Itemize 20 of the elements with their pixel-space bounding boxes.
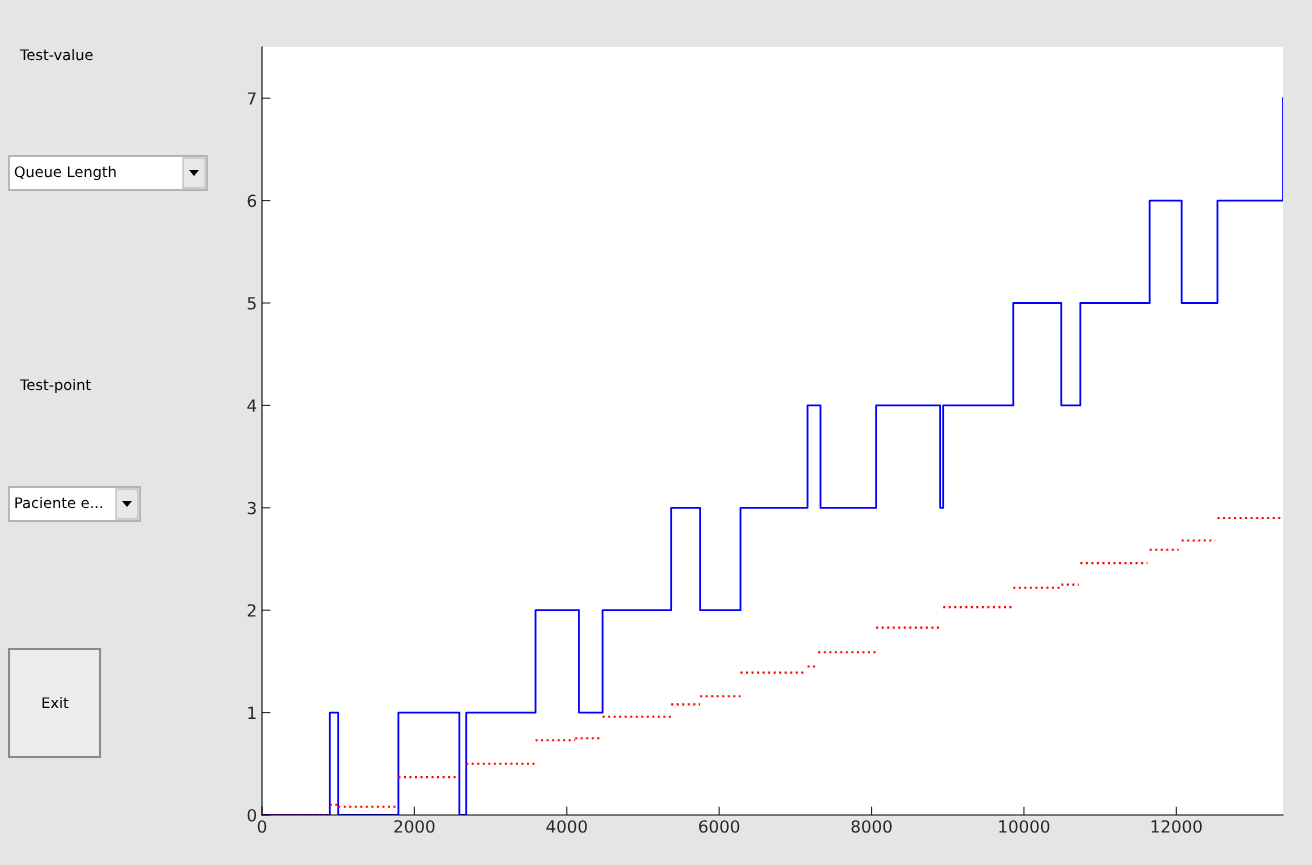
- text: Queue Length: [14, 165, 116, 181]
- x-tick-label: 10000: [999, 820, 1050, 833]
- text: Paciente e...: [15, 496, 102, 509]
- text: Test-point: [19, 378, 91, 394]
- x-tick-label: 0: [257, 820, 267, 833]
- x-tick-label: 2000: [394, 820, 435, 833]
- x-tick-label: 12000: [1151, 820, 1202, 833]
- y-tick-label: 0: [247, 808, 257, 822]
- y-tick-label: 3: [247, 501, 256, 515]
- text: Test-value: [19, 48, 93, 61]
- y-tick-label: 1: [248, 706, 256, 719]
- x-tick-label: 8000: [851, 820, 892, 833]
- y-tick-label: 2: [247, 604, 256, 617]
- x-tick-label: 4000: [546, 820, 587, 833]
- y-tick-label: 6: [247, 194, 257, 208]
- text: Exit: [42, 696, 69, 709]
- y-tick-label: 7: [247, 92, 256, 105]
- y-tick-label: 5: [247, 297, 256, 310]
- y-tick-label: 4: [247, 399, 257, 412]
- x-tick-label: 6000: [699, 820, 740, 833]
